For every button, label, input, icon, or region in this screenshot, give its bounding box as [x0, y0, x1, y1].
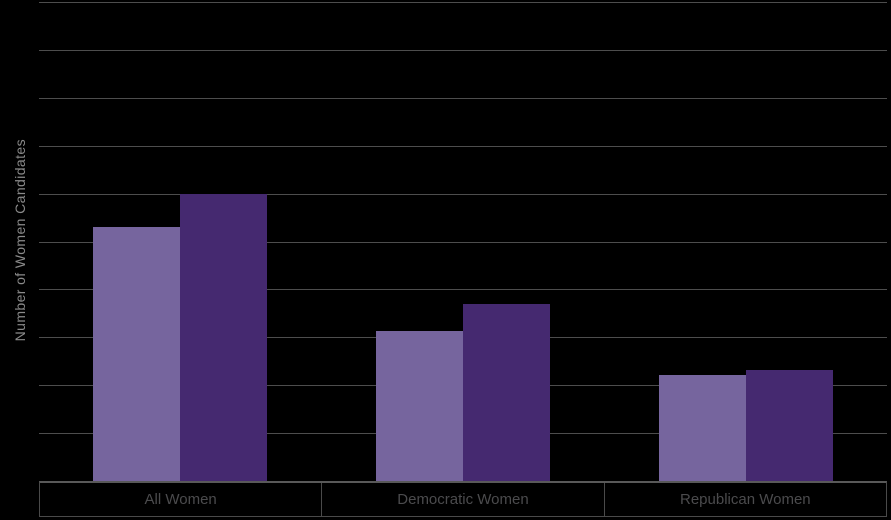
category-label-republican-women: Republican Women [603, 483, 886, 516]
gridline [39, 193, 887, 195]
bar-group-3 [604, 0, 887, 481]
bar-democratic-women-series-1 [376, 330, 463, 481]
plot-area [39, 0, 887, 481]
gridline [39, 145, 887, 147]
gridline [39, 97, 887, 99]
y-axis-label-wrap: Number of Women Candidates [8, 0, 32, 481]
bar-republican-women-series-1 [658, 374, 746, 481]
bar-democratic-women-series-2 [463, 303, 550, 481]
bar-republican-women-series-2 [745, 369, 833, 481]
bar-groups [39, 0, 887, 481]
bar-group-1 [39, 0, 322, 481]
gridline [39, 49, 887, 51]
bar-all-women-series-2 [180, 193, 268, 481]
bar-all-women-series-1 [93, 227, 181, 481]
gridline [39, 289, 887, 291]
y-axis-label: Number of Women Candidates [12, 139, 28, 342]
x-axis-category-band: All Women Democratic Women Republican Wome… [39, 481, 887, 517]
bar-group-2 [322, 0, 605, 481]
gridline [39, 2, 887, 3]
category-label-democratic-women: Democratic Women [321, 483, 603, 516]
category-label-all-women: All Women [144, 491, 217, 508]
gridline [39, 241, 887, 243]
